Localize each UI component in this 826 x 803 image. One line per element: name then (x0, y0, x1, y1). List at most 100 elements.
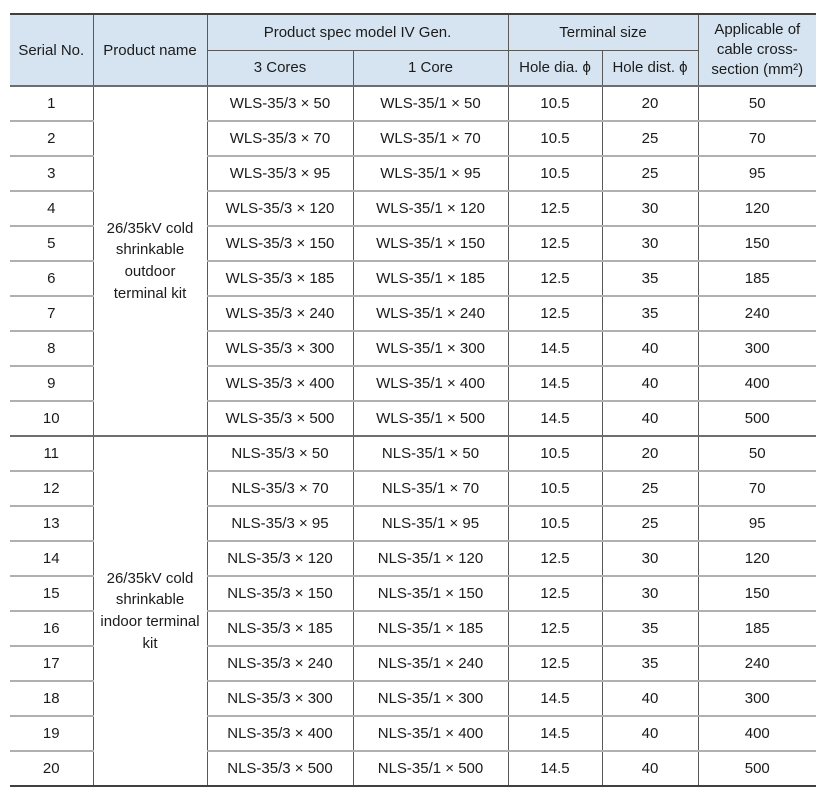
hole-dist-cell: 35 (601, 261, 699, 297)
serial-cell: 9 (10, 366, 93, 402)
serial-cell: 16 (10, 611, 93, 647)
model-1core-cell: WLS-35/1 × 150 (352, 226, 509, 262)
table-row: 8 WLS-35/3 × 300 WLS-35/1 × 300 14.5 40 300 (10, 331, 817, 367)
model-3cores-cell: NLS-35/3 × 120 (206, 541, 353, 577)
cross-section-cell: 240 (697, 646, 817, 682)
cross-section-cell: 120 (697, 541, 817, 577)
cross-section-cell: 150 (697, 226, 817, 262)
applicable-cross-section-header: Applicable of cable cross-section (mm²) (697, 13, 817, 87)
cross-section-cell: 400 (697, 366, 817, 402)
product-name-header: Product name (92, 13, 207, 87)
hole-dist-cell: 40 (601, 331, 699, 367)
serial-cell: 10 (10, 401, 93, 437)
model-3cores-cell: WLS-35/3 × 150 (206, 226, 353, 262)
hole-dist-cell: 40 (601, 751, 699, 787)
hole-dia-cell: 14.5 (507, 716, 603, 752)
hole-dia-cell: 14.5 (507, 751, 603, 787)
hole-dist-cell: 25 (601, 471, 699, 507)
product-name-cell: 26/35kV cold shrinkable outdoor terminal… (92, 86, 207, 437)
table-row: 10 WLS-35/3 × 500 WLS-35/1 × 500 14.5 40 500 (10, 401, 817, 437)
hole-dist-cell: 25 (601, 156, 699, 192)
cross-section-cell: 185 (697, 611, 817, 647)
serial-cell: 20 (10, 751, 93, 787)
cross-section-cell: 500 (697, 401, 817, 437)
model-3cores-cell: WLS-35/3 × 120 (206, 191, 353, 227)
cross-section-cell: 70 (697, 121, 817, 157)
hole-dist-cell: 40 (601, 681, 699, 717)
model-3cores-cell: WLS-35/3 × 300 (206, 331, 353, 367)
table-row: 4 WLS-35/3 × 120 WLS-35/1 × 120 12.5 30 120 (10, 191, 817, 227)
three-cores-header: 3 Cores (206, 50, 353, 87)
model-3cores-cell: WLS-35/3 × 70 (206, 121, 353, 157)
table-row: 16 NLS-35/3 × 185 NLS-35/1 × 185 12.5 35 185 (10, 611, 817, 647)
hole-dia-cell: 12.5 (507, 226, 603, 262)
serial-cell: 15 (10, 576, 93, 612)
model-1core-cell: NLS-35/1 × 95 (352, 506, 509, 542)
model-1core-cell: WLS-35/1 × 70 (352, 121, 509, 157)
model-3cores-cell: NLS-35/3 × 240 (206, 646, 353, 682)
model-1core-cell: WLS-35/1 × 500 (352, 401, 509, 437)
serial-cell: 6 (10, 261, 93, 297)
hole-dist-cell: 40 (601, 716, 699, 752)
cross-section-cell: 150 (697, 576, 817, 612)
hole-dist-cell: 40 (601, 401, 699, 437)
cross-section-cell: 240 (697, 296, 817, 332)
hole-dia-cell: 10.5 (507, 506, 603, 542)
model-1core-cell: WLS-35/1 × 120 (352, 191, 509, 227)
model-1core-cell: NLS-35/1 × 500 (352, 751, 509, 787)
hole-dia-cell: 12.5 (507, 646, 603, 682)
serial-cell: 3 (10, 156, 93, 192)
table-row: 11 26/35kV cold shrinkable indoor termina… (10, 436, 817, 787)
hole-dia-cell: 14.5 (507, 331, 603, 367)
hole-dist-cell: 35 (601, 646, 699, 682)
hole-dia-cell: 14.5 (507, 366, 603, 402)
one-core-header: 1 Core (352, 50, 509, 87)
cross-section-cell: 500 (697, 751, 817, 787)
hole-dia-cell: 12.5 (507, 261, 603, 297)
hole-dia-cell: 12.5 (507, 296, 603, 332)
hole-dist-cell: 20 (601, 436, 699, 472)
model-3cores-cell: WLS-35/3 × 50 (206, 86, 353, 122)
cross-section-cell: 95 (697, 506, 817, 542)
cross-section-cell: 50 (697, 86, 817, 122)
hole-dia-header: Hole dia. ϕ (507, 50, 603, 87)
serial-cell: 2 (10, 121, 93, 157)
product-name-cell: 26/35kV cold shrinkable indoor terminal … (92, 436, 207, 787)
cross-section-cell: 300 (697, 681, 817, 717)
table-row: 12 NLS-35/3 × 70 NLS-35/1 × 70 10.5 25 70 (10, 471, 817, 507)
model-3cores-cell: WLS-35/3 × 95 (206, 156, 353, 192)
hole-dia-cell: 14.5 (507, 681, 603, 717)
model-1core-cell: NLS-35/1 × 300 (352, 681, 509, 717)
serial-cell: 5 (10, 226, 93, 262)
table-row: 17 NLS-35/3 × 240 NLS-35/1 × 240 12.5 35 240 (10, 646, 817, 682)
product-spec-table: Serial No. Product name Product spec mod… (10, 13, 817, 787)
cross-section-cell: 300 (697, 331, 817, 367)
model-3cores-cell: NLS-35/3 × 150 (206, 576, 353, 612)
serial-cell: 4 (10, 191, 93, 227)
model-1core-cell: WLS-35/1 × 95 (352, 156, 509, 192)
hole-dia-cell: 12.5 (507, 541, 603, 577)
hole-dist-cell: 25 (601, 506, 699, 542)
hole-dia-cell: 10.5 (507, 436, 603, 472)
cross-section-cell: 185 (697, 261, 817, 297)
serial-cell: 1 (10, 86, 93, 122)
table-header: Serial No. Product name Product spec mod… (10, 13, 817, 87)
model-1core-cell: NLS-35/1 × 120 (352, 541, 509, 577)
table-row: 18 NLS-35/3 × 300 NLS-35/1 × 300 14.5 40 300 (10, 681, 817, 717)
hole-dist-header: Hole dist. ϕ (601, 50, 699, 87)
model-3cores-cell: WLS-35/3 × 500 (206, 401, 353, 437)
hole-dia-cell: 12.5 (507, 611, 603, 647)
hole-dist-cell: 30 (601, 226, 699, 262)
table-row: 2 WLS-35/3 × 70 WLS-35/1 × 70 10.5 25 70 (10, 121, 817, 157)
serial-cell: 13 (10, 506, 93, 542)
hole-dia-cell: 12.5 (507, 576, 603, 612)
model-1core-cell: NLS-35/1 × 400 (352, 716, 509, 752)
hole-dist-cell: 30 (601, 541, 699, 577)
model-3cores-cell: NLS-35/3 × 95 (206, 506, 353, 542)
model-3cores-cell: WLS-35/3 × 185 (206, 261, 353, 297)
model-1core-cell: NLS-35/1 × 185 (352, 611, 509, 647)
model-1core-cell: WLS-35/1 × 50 (352, 86, 509, 122)
hole-dist-cell: 30 (601, 191, 699, 227)
table-row: 15 NLS-35/3 × 150 NLS-35/1 × 150 12.5 30 150 (10, 576, 817, 612)
